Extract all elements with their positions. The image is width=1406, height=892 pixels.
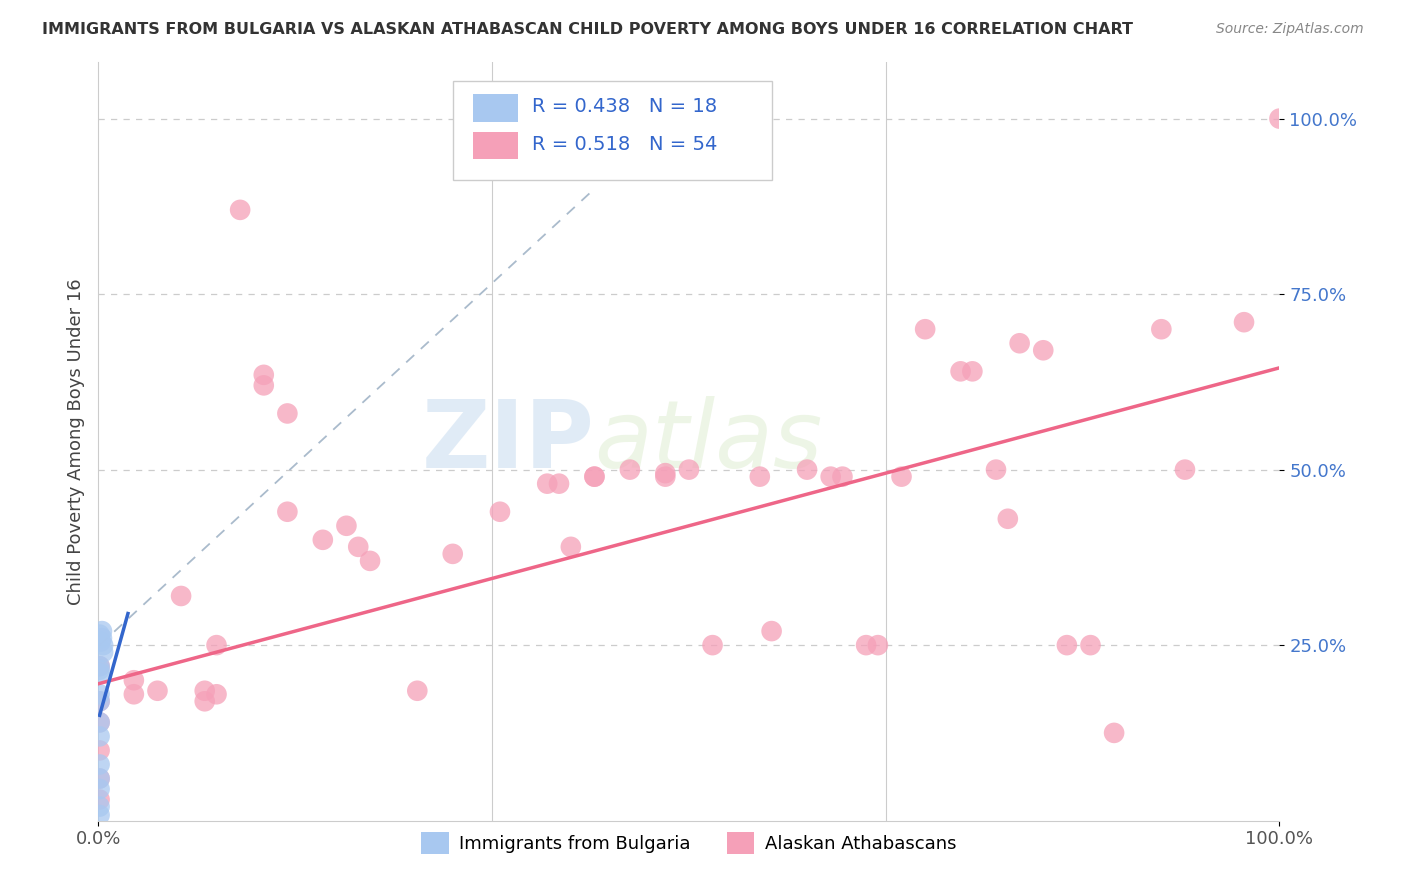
Point (654, 466, 676, 480)
Point (91, 645, 114, 659)
Point (335, 518, 357, 533)
Point (90, 634, 112, 648)
Point (194, 694, 217, 708)
Point (122, 673, 145, 688)
Point (678, 462, 700, 476)
Text: atlas: atlas (595, 396, 823, 487)
Point (548, 476, 571, 491)
Legend: Immigrants from Bulgaria, Alaskan Athabascans: Immigrants from Bulgaria, Alaskan Athaba… (415, 824, 963, 861)
Point (205, 638, 228, 652)
Point (583, 469, 606, 483)
Point (89, 715, 111, 730)
Point (89, 659, 111, 673)
Point (866, 638, 889, 652)
Point (89, 659, 111, 673)
Point (1174, 462, 1197, 476)
Point (89, 772, 111, 786)
Point (253, 368, 276, 382)
Point (91, 624, 114, 639)
Point (560, 540, 582, 554)
Point (654, 469, 676, 483)
Text: R = 0.438   N = 18: R = 0.438 N = 18 (531, 97, 717, 116)
Point (1032, 343, 1054, 358)
Point (91, 631, 114, 645)
Point (359, 554, 381, 568)
Point (1008, 336, 1031, 351)
Point (253, 378, 276, 392)
Point (276, 505, 298, 519)
Point (122, 687, 145, 701)
Point (796, 462, 818, 476)
Point (89, 627, 111, 641)
Text: IMMIGRANTS FROM BULGARIA VS ALASKAN ATHABASCAN CHILD POVERTY AMONG BOYS UNDER 16: IMMIGRANTS FROM BULGARIA VS ALASKAN ATHA… (42, 22, 1133, 37)
Bar (472, 132, 517, 160)
Point (89, 663, 111, 677)
Text: R = 0.518   N = 54: R = 0.518 N = 54 (531, 135, 717, 153)
Point (583, 469, 606, 483)
Text: ZIP: ZIP (422, 395, 595, 488)
Point (949, 364, 972, 378)
Point (1233, 315, 1256, 329)
Point (89, 730, 111, 744)
Point (89, 666, 111, 681)
Point (1268, 112, 1291, 126)
Point (761, 624, 783, 639)
Point (748, 469, 770, 483)
Point (1102, 726, 1125, 740)
Point (89, 687, 111, 701)
Point (962, 364, 984, 378)
Point (89, 792, 111, 806)
Point (1056, 638, 1078, 652)
Point (1150, 322, 1173, 336)
Point (489, 505, 512, 519)
Point (536, 476, 558, 491)
Point (89, 782, 111, 797)
Point (619, 462, 641, 476)
Point (146, 683, 169, 698)
Bar (472, 95, 517, 121)
Point (890, 469, 912, 483)
Point (347, 540, 370, 554)
Point (89, 757, 111, 772)
Point (170, 589, 193, 603)
Point (89, 743, 111, 757)
Point (820, 469, 842, 483)
Point (855, 638, 877, 652)
Point (914, 322, 936, 336)
Point (89, 715, 111, 730)
FancyBboxPatch shape (453, 81, 772, 180)
Point (702, 638, 724, 652)
Text: Source: ZipAtlas.com: Source: ZipAtlas.com (1216, 22, 1364, 37)
Point (229, 202, 252, 217)
Point (997, 512, 1019, 526)
Point (276, 407, 298, 421)
Point (312, 533, 335, 547)
Point (831, 469, 853, 483)
Point (194, 683, 217, 698)
Point (1080, 638, 1102, 652)
Point (91, 638, 114, 652)
Point (89, 772, 111, 786)
Point (89, 694, 111, 708)
Y-axis label: Child Poverty Among Boys Under 16: Child Poverty Among Boys Under 16 (66, 278, 84, 605)
Point (406, 683, 429, 698)
Point (205, 687, 228, 701)
Point (984, 462, 1007, 476)
Point (89, 694, 111, 708)
Point (441, 547, 464, 561)
Point (89, 808, 111, 822)
Point (89, 799, 111, 814)
